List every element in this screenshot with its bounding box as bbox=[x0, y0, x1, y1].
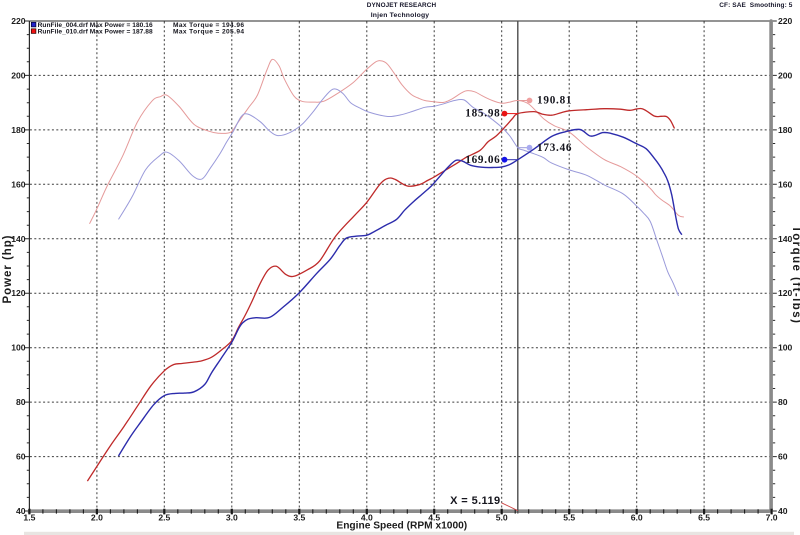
svg-text:60: 60 bbox=[778, 452, 788, 462]
svg-text:6.0: 6.0 bbox=[631, 513, 643, 523]
svg-text:173.46: 173.46 bbox=[537, 142, 572, 154]
svg-text:60: 60 bbox=[16, 452, 26, 462]
svg-text:160: 160 bbox=[778, 179, 793, 189]
svg-text:4.0: 4.0 bbox=[361, 513, 373, 523]
svg-text:2.5: 2.5 bbox=[158, 513, 170, 523]
svg-text:7.0: 7.0 bbox=[766, 513, 778, 523]
svg-text:5.5: 5.5 bbox=[563, 513, 575, 523]
svg-text:100: 100 bbox=[778, 343, 793, 353]
svg-text:6.5: 6.5 bbox=[698, 513, 710, 523]
svg-text:1.5: 1.5 bbox=[23, 513, 35, 523]
svg-text:200: 200 bbox=[778, 70, 793, 80]
svg-text:DYNOJET RESEARCH: DYNOJET RESEARCH bbox=[367, 2, 437, 9]
svg-text:Injen Technology: Injen Technology bbox=[371, 12, 430, 19]
svg-text:200: 200 bbox=[11, 70, 26, 80]
svg-text:220: 220 bbox=[778, 16, 793, 26]
svg-text:120: 120 bbox=[11, 288, 26, 298]
svg-text:120: 120 bbox=[778, 288, 793, 298]
svg-text:80: 80 bbox=[778, 397, 788, 407]
svg-text:180: 180 bbox=[778, 125, 793, 135]
svg-text:180: 180 bbox=[11, 125, 26, 135]
svg-text:Torque (ft-lbs): Torque (ft-lbs) bbox=[790, 226, 800, 325]
svg-text:CF: SAE Smoothing: 5: CF: SAE Smoothing: 5 bbox=[719, 2, 793, 9]
svg-text:RunFile_004.drf Max Power = 18: RunFile_004.drf Max Power = 180.16 bbox=[38, 22, 153, 29]
svg-text:190.81: 190.81 bbox=[537, 95, 572, 107]
svg-text:100: 100 bbox=[11, 343, 26, 353]
svg-text:140: 140 bbox=[11, 234, 26, 244]
svg-text:RunFile_010.drf Max Power = 18: RunFile_010.drf Max Power = 187.88 bbox=[38, 28, 153, 35]
svg-text:220: 220 bbox=[11, 16, 26, 26]
svg-text:Max Torque = 194.96: Max Torque = 194.96 bbox=[173, 22, 244, 29]
svg-text:40: 40 bbox=[16, 506, 26, 516]
svg-text:Engine Speed (RPM x1000): Engine Speed (RPM x1000) bbox=[336, 521, 467, 532]
svg-text:X = 5.119: X = 5.119 bbox=[450, 495, 500, 507]
svg-text:Max Torque = 205.94: Max Torque = 205.94 bbox=[173, 28, 244, 35]
svg-text:4.5: 4.5 bbox=[428, 513, 440, 523]
svg-text:160: 160 bbox=[11, 179, 26, 189]
svg-text:140: 140 bbox=[778, 234, 793, 244]
svg-text:169.06: 169.06 bbox=[465, 154, 500, 166]
svg-text:3.0: 3.0 bbox=[226, 513, 238, 523]
svg-text:80: 80 bbox=[16, 397, 26, 407]
svg-text:40: 40 bbox=[778, 506, 788, 516]
svg-text:5.0: 5.0 bbox=[496, 513, 508, 523]
svg-text:2.0: 2.0 bbox=[91, 513, 103, 523]
svg-text:Power (hp): Power (hp) bbox=[2, 235, 14, 304]
svg-text:3.5: 3.5 bbox=[293, 513, 305, 523]
svg-text:185.98: 185.98 bbox=[465, 108, 500, 120]
